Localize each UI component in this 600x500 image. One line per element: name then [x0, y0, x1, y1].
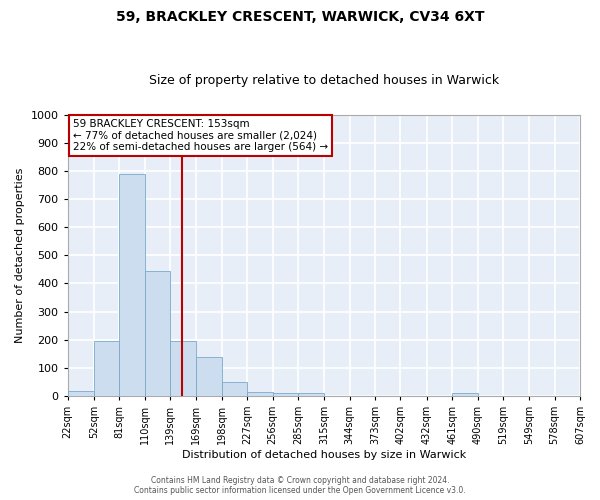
Title: Size of property relative to detached houses in Warwick: Size of property relative to detached ho…: [149, 74, 499, 87]
Bar: [68, 391, 94, 396]
Bar: [196, 356, 222, 396]
Bar: [247, 392, 272, 396]
Bar: [452, 392, 478, 396]
X-axis label: Distribution of detached houses by size in Warwick: Distribution of detached houses by size …: [182, 450, 466, 460]
Bar: [298, 392, 324, 396]
Bar: [119, 174, 145, 396]
Text: 59 BRACKLEY CRESCENT: 153sqm
← 77% of detached houses are smaller (2,024)
22% of: 59 BRACKLEY CRESCENT: 153sqm ← 77% of de…: [73, 119, 328, 152]
Text: 59, BRACKLEY CRESCENT, WARWICK, CV34 6XT: 59, BRACKLEY CRESCENT, WARWICK, CV34 6XT: [116, 10, 484, 24]
Bar: [94, 341, 119, 396]
Bar: [222, 382, 247, 396]
Y-axis label: Number of detached properties: Number of detached properties: [15, 168, 25, 343]
Text: Contains HM Land Registry data © Crown copyright and database right 2024.
Contai: Contains HM Land Registry data © Crown c…: [134, 476, 466, 495]
Bar: [145, 270, 170, 396]
Bar: [170, 341, 196, 396]
Bar: [272, 392, 298, 396]
